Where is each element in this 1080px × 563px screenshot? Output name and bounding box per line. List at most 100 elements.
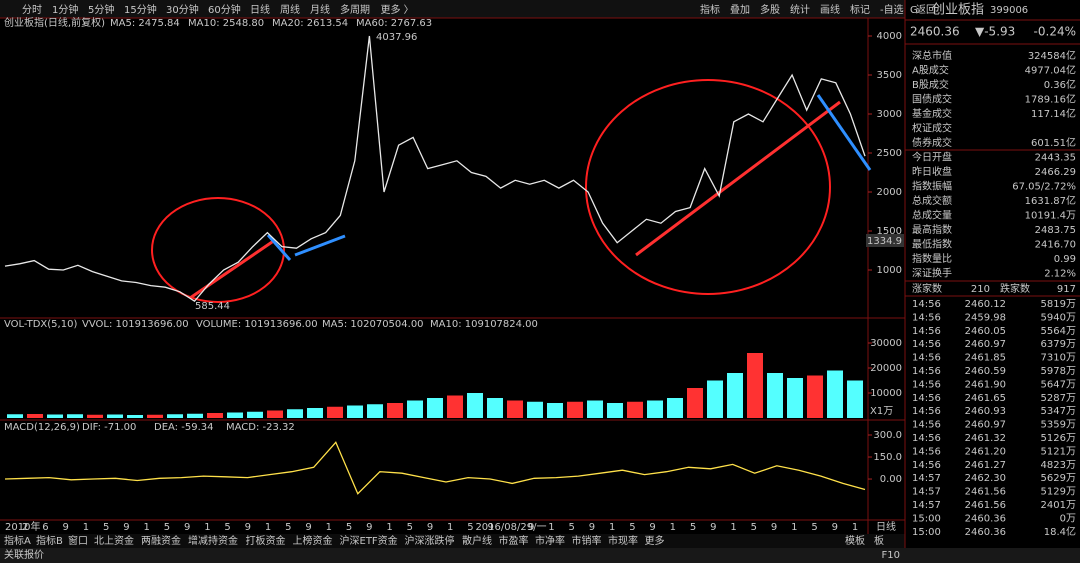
x-tick-label: 9: [589, 522, 595, 533]
bottom-tab[interactable]: 上榜资金: [293, 534, 333, 547]
toolbar-tool[interactable]: 标记: [850, 4, 870, 16]
tick-time: 14:57: [912, 500, 941, 511]
stat-label: 最高指数: [912, 223, 952, 236]
toolbar-tool[interactable]: -自选: [880, 3, 904, 16]
volume-bar: [687, 388, 703, 418]
bottom-tab[interactable]: 沪深ETF资金: [340, 534, 398, 547]
toolbar-tab[interactable]: 月线: [310, 3, 330, 16]
x-tick-label: 5: [346, 522, 352, 533]
up-count: 210: [971, 284, 990, 295]
toolbar-tab[interactable]: 5分钟: [88, 3, 114, 16]
bottom-tab[interactable]: 市现率: [608, 534, 638, 547]
x-tick-label: 2010年: [5, 520, 40, 533]
volume-bar: [307, 408, 323, 418]
stat-label: 权证成交: [912, 122, 952, 135]
volume-bar: [147, 414, 163, 418]
toolbar-tab[interactable]: 15分钟: [124, 3, 157, 16]
bottom-tab[interactable]: 指标B: [36, 534, 63, 547]
toolbar-tab[interactable]: 日线: [250, 3, 270, 16]
toolbar-tool[interactable]: 返回: [916, 4, 936, 16]
quote-name: 创业板指: [932, 3, 984, 18]
volume-bar: [647, 400, 663, 418]
bottom-right-tab[interactable]: 模板: [845, 534, 865, 547]
toolbar-tool[interactable]: 多股: [760, 3, 780, 16]
current-label: 1334.9: [867, 236, 902, 247]
toolbar-tab[interactable]: 1分钟: [52, 3, 78, 16]
bottom-tab[interactable]: 市销率: [572, 534, 602, 547]
stat-value: 601.51亿: [1031, 136, 1076, 149]
toolbar-tab[interactable]: 周线: [280, 3, 300, 16]
stat-value: 0.36亿: [1044, 78, 1076, 91]
toolbar-tool[interactable]: 指标: [700, 3, 720, 16]
toolbar-tool[interactable]: 统计: [790, 3, 810, 16]
tick-time: 14:56: [912, 299, 941, 310]
stat-label: 债券成交: [912, 136, 952, 149]
low-label: 585.44: [195, 301, 230, 312]
volume-bar: [507, 400, 523, 418]
x-tick-label: 5: [690, 522, 696, 533]
toolbar-tab[interactable]: 分时: [22, 4, 42, 16]
bottom-tab[interactable]: 市盈率: [499, 534, 529, 547]
y-tick-label: 30000: [870, 338, 902, 349]
status-bar: [0, 548, 1080, 563]
tick-price: 2460.59: [965, 366, 1006, 377]
volume-bar: [587, 400, 603, 418]
stat-value: 10191.4万: [1025, 211, 1076, 222]
stat-value: 1789.16亿: [1025, 93, 1076, 106]
x-tick-label: 9: [710, 522, 716, 533]
status-left: 关联报价: [4, 548, 44, 561]
bottom-tab[interactable]: 沪深涨跌停: [405, 534, 455, 547]
x-tick-label: 1: [386, 522, 392, 533]
bottom-tab[interactable]: 打板资金: [246, 534, 286, 547]
x-tick-label: 1: [204, 522, 210, 533]
tick-price: 2461.65: [965, 393, 1006, 404]
bottom-tab[interactable]: 增减持资金: [188, 534, 238, 547]
bottom-tab[interactable]: 散户线: [462, 534, 492, 547]
stat-value: 2.12%: [1044, 269, 1076, 280]
tick-volume: 2401万: [1041, 500, 1076, 511]
bottom-right-tab[interactable]: 板: [874, 534, 884, 547]
bottom-tab[interactable]: 市净率: [535, 534, 565, 547]
bottom-tab[interactable]: 两融资金: [141, 534, 181, 547]
toolbar-tab[interactable]: 60分钟: [208, 3, 241, 16]
bottom-tab[interactable]: 指标A: [4, 534, 31, 547]
quote-flag: G: [910, 5, 918, 16]
x-tick-label: 5: [164, 522, 170, 533]
tick-volume: 0万: [1060, 513, 1076, 524]
tick-price: 2460.05: [965, 326, 1006, 337]
toolbar-tab[interactable]: 30分钟: [166, 3, 199, 16]
stat-label: 国债成交: [912, 93, 952, 106]
annotation-arrows: [189, 94, 872, 300]
tick-volume: 5287万: [1041, 393, 1076, 404]
toolbar-tab[interactable]: 多周期: [340, 3, 370, 16]
tick-price: 2460.12: [965, 299, 1006, 310]
toolbar-tool[interactable]: 画线: [820, 3, 840, 16]
y-tick-label: 2000: [877, 187, 902, 198]
bottom-tab[interactable]: 北上资金: [94, 534, 134, 547]
quote-code: 399006: [990, 5, 1028, 16]
bottom-tab[interactable]: 更多: [645, 534, 665, 547]
toolbar-tool[interactable]: 叠加: [730, 4, 750, 16]
y-tick-label: 4000: [877, 31, 902, 42]
volume-bar: [87, 414, 103, 418]
x-tick-label: 1: [326, 522, 332, 533]
tick-time: 15:00: [912, 527, 941, 538]
stat-label: 深证换手: [912, 267, 952, 280]
stat-label: B股成交: [912, 78, 949, 91]
tick-volume: 5121万: [1041, 446, 1076, 457]
toolbar-tab[interactable]: 更多 〉: [381, 3, 414, 16]
volume-bar: [487, 398, 503, 418]
volume-unit: X1万: [870, 406, 893, 417]
volume-bar: [367, 404, 383, 418]
tick-volume: 5978万: [1041, 366, 1076, 377]
x-tick-label: 9: [305, 522, 311, 533]
stat-label: 基金成交: [912, 107, 952, 120]
price-line: [4, 35, 866, 303]
x-tick-label: 6: [42, 522, 48, 533]
bottom-tab[interactable]: 窗口: [68, 534, 88, 547]
x-tick-label: 9: [649, 522, 655, 533]
quote-pct: -0.24%: [1034, 25, 1076, 39]
tick-time: 14:56: [912, 446, 941, 457]
tick-price: 2461.56: [965, 487, 1006, 498]
